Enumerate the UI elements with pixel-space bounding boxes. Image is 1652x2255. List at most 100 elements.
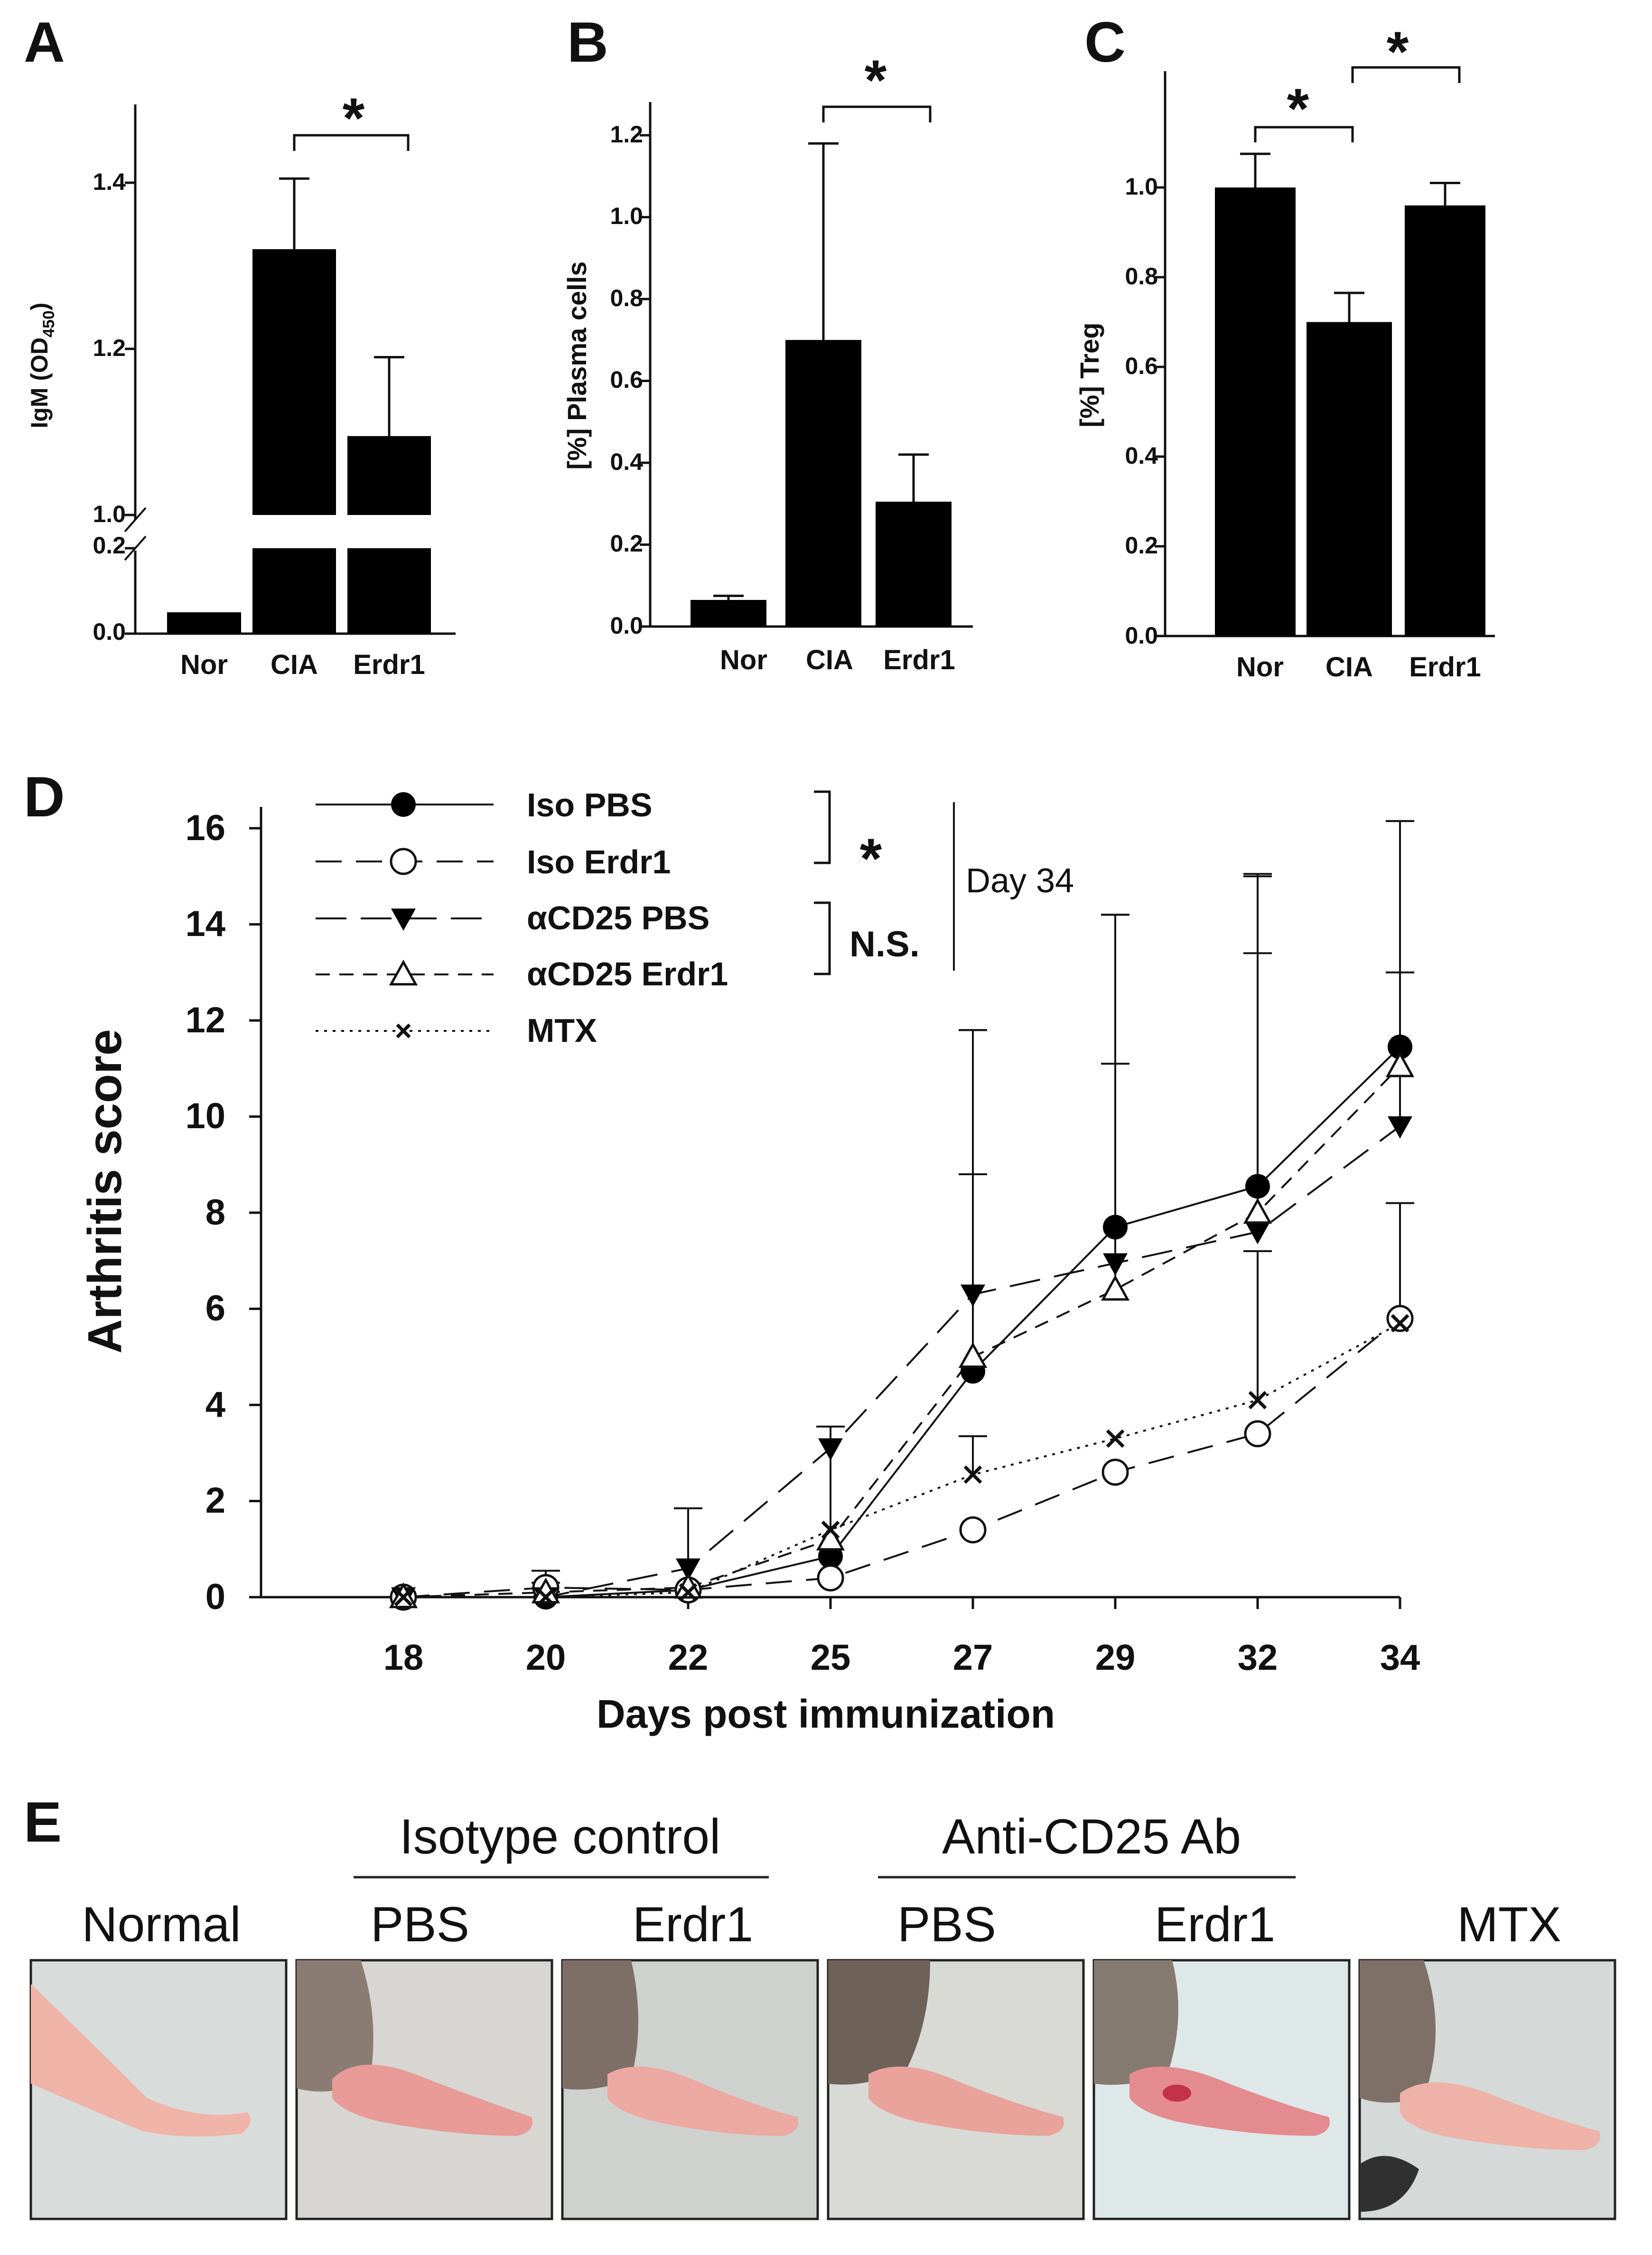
series-3-point-5 <box>1101 1274 1130 1301</box>
chart-c-tick-2: 0.4 <box>1125 442 1158 469</box>
series-4-point-2 <box>679 1583 698 1602</box>
legend-label-acd25-erdr1: αCD25 Erdr1 <box>527 955 728 992</box>
series-4-point-1-b <box>536 1588 555 1607</box>
chart-b-tick-1: 0.2 <box>610 530 643 557</box>
chart-a-marks <box>124 104 456 635</box>
chart-d-legend: Iso PBS Iso Erdr1 αCD25 PBS αCD25 Erdr1 … <box>316 786 1074 1049</box>
photo-label-mtx: MTX <box>1457 1897 1561 1952</box>
chart-d-ytick-4: 8 <box>205 1192 225 1233</box>
series-0-point-7 <box>1388 1034 1412 1059</box>
series-1-point-5 <box>1101 1459 1129 1486</box>
series-4-point-3 <box>821 1520 840 1539</box>
series-2-point-4 <box>961 1284 985 1307</box>
chart-b-tick-2: 0.4 <box>610 449 643 475</box>
chart-a-tick-3: 1.2 <box>93 335 126 361</box>
chart-d-ytick-6: 12 <box>185 1000 225 1040</box>
legend-bracket-star <box>814 790 831 864</box>
group-label-isotype: Isotype control <box>400 1809 720 1864</box>
chart-d-ytick-2: 4 <box>205 1385 225 1425</box>
chart-c-sig-bracket-2 <box>1351 66 1461 83</box>
chart-b-cat-1: CIA <box>806 645 853 675</box>
legend-marker-4 <box>396 1023 411 1039</box>
chart-d-marks <box>249 807 1415 1611</box>
chart-d-ytick-8: 16 <box>185 808 225 848</box>
panel-label-e: E <box>24 1790 62 1854</box>
legend-label-acd25-pbs: αCD25 PBS <box>527 899 709 936</box>
chart-b-marks <box>640 102 973 628</box>
chart-b-ylabel: [%] Plasma cells <box>562 262 592 470</box>
chart-b: [%] Plasma cells 0.0 0.2 0.4 0.6 0.8 1.0… <box>562 48 973 675</box>
chart-d-ylabel: Arthritis score <box>78 1029 131 1354</box>
photo-label-cd25-pbs: PBS <box>897 1897 996 1952</box>
series-3-line <box>403 1065 1401 1598</box>
chart-c-tick-1: 0.2 <box>1125 532 1158 559</box>
chart-d-xtick-6: 32 <box>1238 1637 1278 1678</box>
chart-c-bar-0 <box>1215 187 1296 636</box>
legend-bracket-ns <box>814 901 831 975</box>
chart-c-tick-4: 0.8 <box>1125 263 1158 290</box>
sig-ns-label: N.S. <box>849 924 920 964</box>
chart-b-bar-2 <box>876 501 952 627</box>
chart-c-significance-2: * <box>1387 20 1409 84</box>
series-3-point-7 <box>1385 1051 1415 1077</box>
chart-c: [%] Treg 0.0 0.2 0.4 0.6 0.8 1.0 Nor CIA… <box>1074 20 1495 683</box>
chart-c-tick-0: 0.0 <box>1125 622 1158 649</box>
photo-normal <box>29 1959 288 2220</box>
series-2-point-2 <box>676 1558 700 1581</box>
chart-b-cat-2: Erdr1 <box>883 645 955 675</box>
series-1-point-6 <box>1244 1420 1271 1448</box>
photo-mtx <box>1358 1959 1616 2220</box>
legend-marker-2 <box>391 908 416 931</box>
legend-marker-0 <box>391 792 416 817</box>
panel-label-c: C <box>1084 10 1126 74</box>
series-1-line <box>403 1318 1401 1598</box>
series-0-point-6 <box>1245 1174 1270 1199</box>
series-2-point-5 <box>1103 1253 1128 1276</box>
legend-label-iso-erdr1: Iso Erdr1 <box>527 843 671 880</box>
chart-d-xtick-1: 20 <box>526 1637 566 1678</box>
chart-c-bar-1 <box>1307 322 1392 636</box>
series-2-point-6 <box>1245 1222 1270 1244</box>
photo-label-iso-pbs: PBS <box>371 1897 469 1952</box>
group-label-anti-cd25: Anti-CD25 Ab <box>942 1809 1241 1864</box>
chart-c-cat-2: Erdr1 <box>1409 652 1481 683</box>
photo-iso-pbs <box>295 1959 553 2220</box>
chart-b-sig-bracket <box>822 105 932 122</box>
chart-c-marks <box>1155 66 1495 637</box>
paw-photos <box>29 1959 1616 2220</box>
legend-label-mtx: MTX <box>527 1012 597 1049</box>
chart-d-xtick-3: 25 <box>811 1637 851 1678</box>
chart-d-ytick-1: 2 <box>205 1480 225 1521</box>
series-0-line <box>403 1046 1401 1598</box>
chart-a-tick-0: 0.0 <box>93 618 126 645</box>
photo-cd25-erdr1 <box>1092 1959 1351 2220</box>
chart-a-cat-2: Erdr1 <box>353 649 425 680</box>
series-4-point-0 <box>394 1588 413 1607</box>
chart-b-tick-0: 0.0 <box>610 612 643 639</box>
series-3-point-6 <box>1243 1198 1272 1224</box>
chart-d-xtick-4: 27 <box>953 1637 993 1678</box>
legend-label-iso-pbs: Iso PBS <box>527 786 653 823</box>
photo-label-normal: Normal <box>82 1897 241 1952</box>
chart-d-ytick-3: 6 <box>205 1288 225 1329</box>
series-4-point-5 <box>1106 1429 1125 1448</box>
chart-d-ytick-7: 14 <box>185 904 225 944</box>
chart-d-ytick-0: 0 <box>205 1577 225 1617</box>
series-4-point-7-b <box>1391 1314 1409 1333</box>
series-4-point-1 <box>536 1588 555 1607</box>
chart-a-tick-1: 0.2 <box>93 532 126 559</box>
series-2-point-7 <box>1388 1116 1412 1139</box>
photo-label-cd25-erdr1: Erdr1 <box>1155 1897 1275 1952</box>
chart-c-sig-bracket-1 <box>1254 126 1354 142</box>
chart-c-significance-1: * <box>1287 77 1309 140</box>
chart-b-tick-4: 0.8 <box>610 285 643 311</box>
series-4-point-4 <box>963 1465 982 1484</box>
chart-a-bar-1-lower <box>252 548 336 634</box>
chart-a-tick-4: 1.4 <box>93 168 126 195</box>
panel-label-d: D <box>24 765 65 829</box>
chart-d-xtick-0: 18 <box>383 1637 424 1678</box>
chart-d-xtick-2: 22 <box>668 1637 709 1678</box>
chart-a-cat-0: Nor <box>180 649 228 680</box>
sig-star-label: * <box>860 827 882 890</box>
